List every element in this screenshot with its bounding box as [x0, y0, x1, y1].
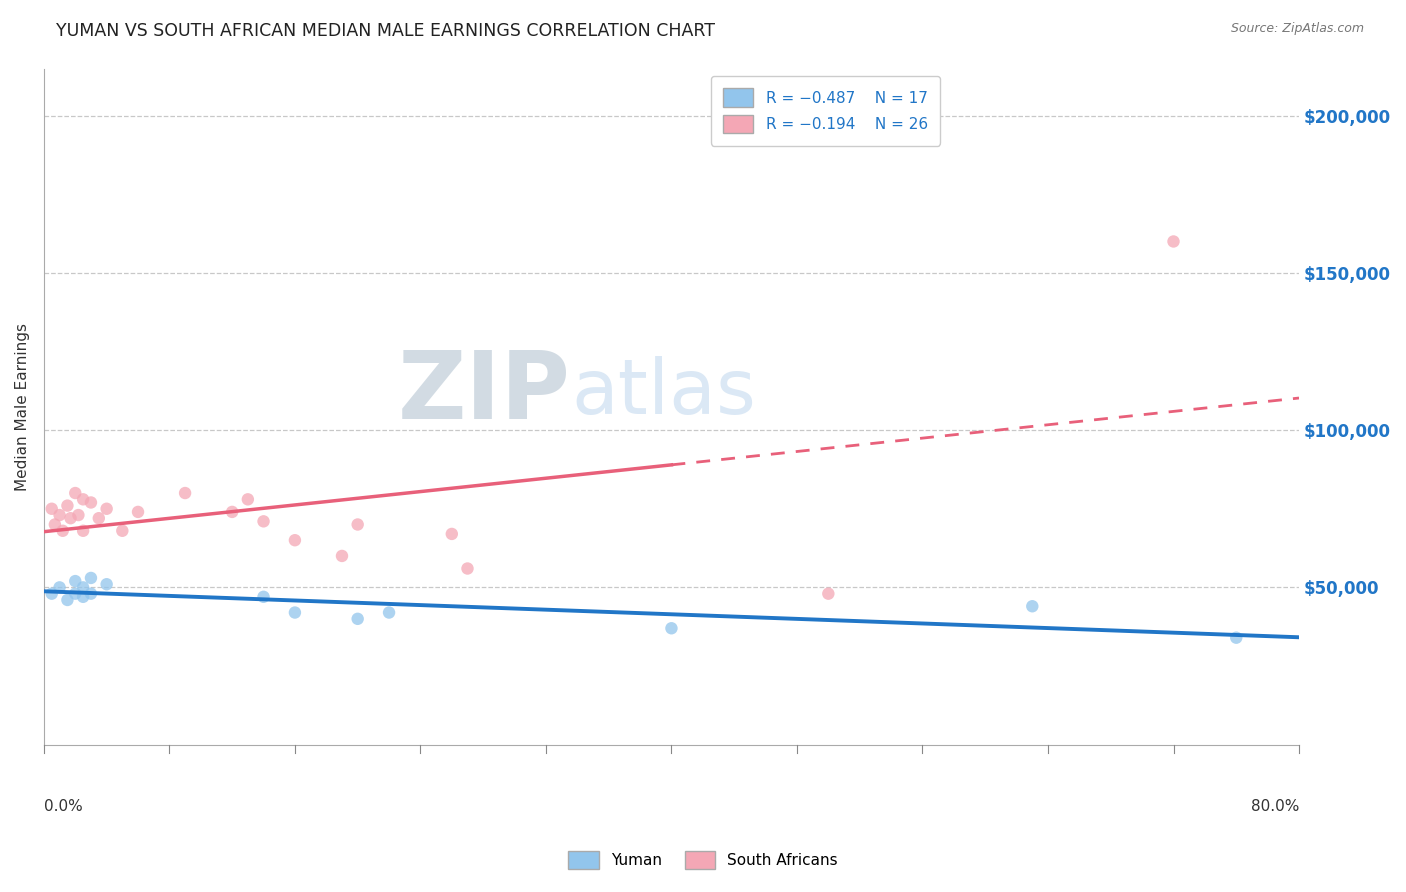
Point: [87, 511, 110, 525]
Point: [440, 527, 463, 541]
Point: [44, 517, 66, 532]
Point: [72, 580, 94, 594]
Legend: Yuman, South Africans: Yuman, South Africans: [562, 845, 844, 875]
Point: [456, 561, 478, 575]
Point: [48, 580, 70, 594]
Y-axis label: Median Male Earnings: Median Male Earnings: [15, 323, 30, 491]
Text: 0.0%: 0.0%: [44, 798, 83, 814]
Point: [56, 499, 79, 513]
Point: [127, 505, 149, 519]
Point: [72, 590, 94, 604]
Point: [56, 593, 79, 607]
Point: [48, 508, 70, 522]
Point: [252, 514, 274, 528]
Point: [111, 524, 134, 538]
Point: [1163, 235, 1185, 249]
Point: [330, 549, 353, 563]
Point: [65, 574, 87, 588]
Text: YUMAN VS SOUTH AFRICAN MEDIAN MALE EARNINGS CORRELATION CHART: YUMAN VS SOUTH AFRICAN MEDIAN MALE EARNI…: [56, 22, 716, 40]
Point: [72, 524, 94, 538]
Point: [41, 587, 63, 601]
Point: [52, 524, 75, 538]
Point: [252, 590, 274, 604]
Point: [284, 606, 307, 620]
Point: [65, 587, 87, 601]
Point: [65, 486, 87, 500]
Text: atlas: atlas: [571, 356, 756, 430]
Point: [80, 571, 103, 585]
Point: [72, 492, 94, 507]
Point: [96, 501, 118, 516]
Text: ZIP: ZIP: [398, 347, 571, 439]
Point: [174, 486, 197, 500]
Point: [346, 612, 368, 626]
Point: [346, 517, 368, 532]
Point: [661, 621, 683, 635]
Point: [284, 533, 307, 548]
Point: [1021, 599, 1043, 614]
Point: [378, 606, 401, 620]
Point: [41, 501, 63, 516]
Point: [221, 505, 243, 519]
Point: [59, 511, 82, 525]
Point: [80, 587, 103, 601]
Point: [236, 492, 259, 507]
Text: Source: ZipAtlas.com: Source: ZipAtlas.com: [1230, 22, 1364, 36]
Point: [96, 577, 118, 591]
Point: [817, 587, 839, 601]
Text: 80.0%: 80.0%: [1251, 798, 1299, 814]
Point: [1225, 631, 1247, 645]
Legend: R = −0.487    N = 17, R = −0.194    N = 26: R = −0.487 N = 17, R = −0.194 N = 26: [710, 76, 941, 145]
Point: [67, 508, 90, 522]
Point: [80, 495, 103, 509]
